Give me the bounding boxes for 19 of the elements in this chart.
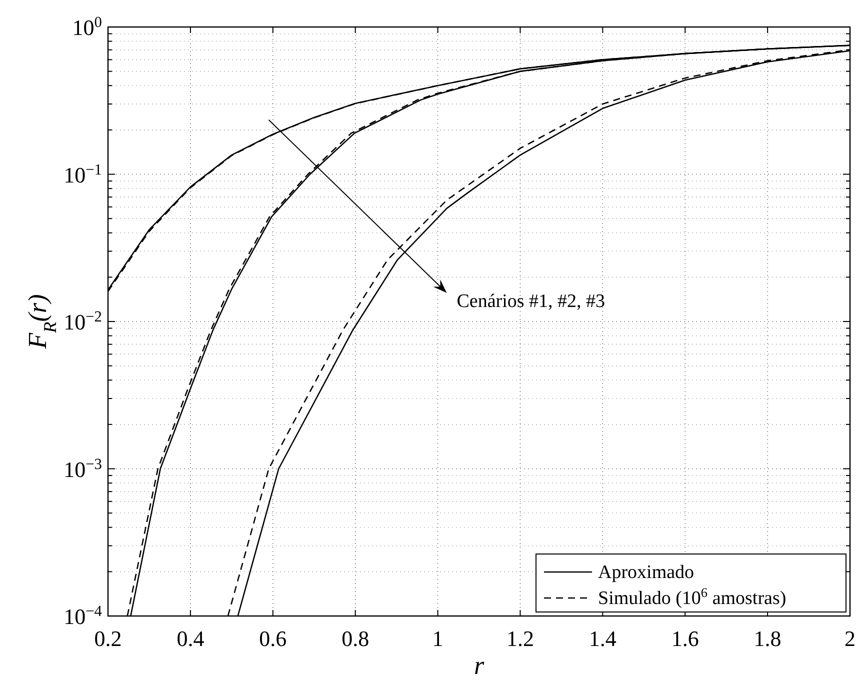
x-tick-label: 1.4 [588,626,616,651]
y-tick-label: 10$^{−3}$ [64,455,102,482]
legend-label: Simulado (10$^{6}$ amostras) [598,584,786,609]
y-tick-label: 10$^{−2}$ [64,308,102,334]
y-tick-label: 10$^{−4}$ [64,602,102,629]
x-tick-label: 1.2 [506,626,534,651]
x-tick-label: 0.6 [259,626,287,651]
y-tick-label: 10$^{−1}$ [64,160,102,188]
x-tick-label: 0.4 [176,626,204,651]
x-tick-label: 2 [844,626,856,651]
x-tick-label: 0.2 [94,626,122,651]
x-tick-label: 0.8 [342,626,370,651]
x-axis-title: r [474,651,485,680]
x-tick-label: 1.6 [671,626,699,651]
legend-label: Aproximado [598,562,694,583]
y-tick-label: 10$^{0}$ [72,14,102,40]
annotation: Cenários #1, #2, #3 [456,290,606,312]
x-tick-label: 1.8 [754,626,782,651]
x-tick-label: 1 [432,626,444,651]
